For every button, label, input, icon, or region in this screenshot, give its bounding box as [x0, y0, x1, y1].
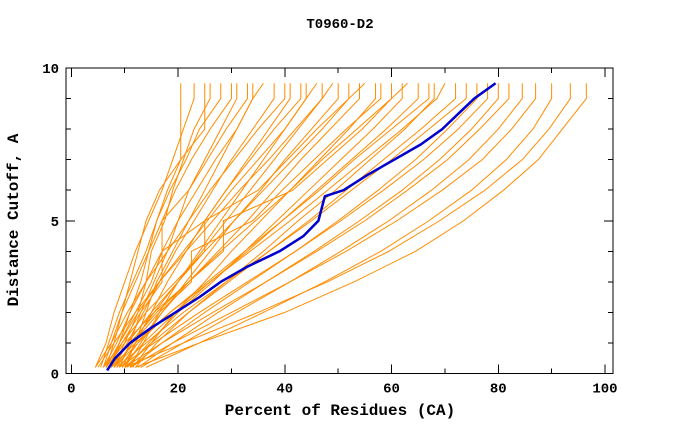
model-curve — [145, 83, 553, 368]
model-curve — [118, 83, 361, 368]
x-tick-label: 100 — [592, 382, 617, 398]
x-tick-label: 60 — [383, 382, 400, 398]
model-curve — [94, 83, 286, 368]
model-curve — [119, 83, 489, 368]
model-curve — [108, 83, 248, 368]
model-curve — [124, 83, 457, 368]
model-curve — [105, 82, 318, 368]
model-curve — [140, 83, 523, 368]
highlight-curve — [106, 82, 497, 372]
model-curve — [137, 83, 499, 368]
x-tick-label: 0 — [67, 382, 75, 398]
model-curve — [124, 83, 571, 368]
model-curve — [110, 83, 350, 368]
x-axis-label: Percent of Residues (CA) — [224, 402, 456, 420]
model-curve — [116, 83, 323, 368]
model-curve — [105, 83, 182, 368]
model-curve — [132, 83, 377, 368]
model-curve — [100, 83, 222, 368]
model-curve — [108, 83, 393, 368]
model-curve — [102, 82, 264, 368]
model-curve — [129, 83, 537, 368]
model-curve — [102, 82, 366, 368]
model-curve — [94, 83, 195, 368]
model-curve — [116, 83, 467, 368]
y-tick-label: 5 — [51, 215, 59, 231]
model-curve — [113, 83, 382, 368]
model-curve — [124, 83, 254, 368]
y-tick-label: 10 — [42, 62, 59, 78]
model-curve — [134, 83, 435, 368]
model-curve — [105, 82, 408, 368]
x-tick-label: 40 — [276, 382, 293, 398]
model-curve — [135, 83, 587, 368]
x-tick-label: 20 — [170, 382, 187, 398]
model-curve — [124, 83, 510, 368]
chart-title: T0960-D2 — [306, 17, 374, 33]
model-curve — [126, 83, 403, 368]
model-curve — [113, 83, 211, 368]
y-axis-label: Distance Cutoff, A — [5, 133, 23, 307]
plot-border — [65, 67, 614, 374]
x-tick-label: 80 — [490, 382, 507, 398]
y-tick-label: 0 — [51, 368, 59, 384]
model-curve — [129, 83, 478, 368]
model-curve — [102, 83, 232, 368]
model-curve — [97, 82, 334, 368]
